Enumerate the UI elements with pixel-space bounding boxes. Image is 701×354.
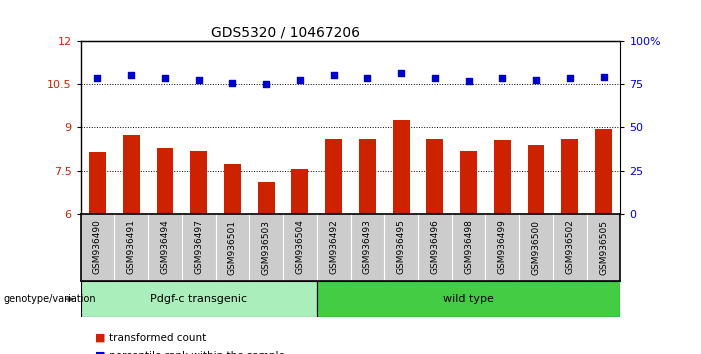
Bar xyxy=(528,145,545,214)
Point xyxy=(159,75,170,81)
Bar xyxy=(325,139,342,214)
Point xyxy=(429,75,440,81)
Text: GSM936492: GSM936492 xyxy=(329,219,338,274)
Text: GSM936493: GSM936493 xyxy=(363,219,372,274)
Point xyxy=(261,81,272,87)
Text: GSM936500: GSM936500 xyxy=(531,219,540,275)
Text: GSM936490: GSM936490 xyxy=(93,219,102,274)
Point xyxy=(227,80,238,85)
Bar xyxy=(156,148,173,214)
Text: GSM936496: GSM936496 xyxy=(430,219,440,274)
Text: percentile rank within the sample: percentile rank within the sample xyxy=(109,351,285,354)
Text: GSM936497: GSM936497 xyxy=(194,219,203,274)
Bar xyxy=(292,169,308,214)
Bar xyxy=(595,129,612,214)
Point xyxy=(598,74,609,80)
Point xyxy=(193,77,204,82)
Text: GSM936491: GSM936491 xyxy=(127,219,136,274)
Point xyxy=(395,70,407,75)
Text: ■: ■ xyxy=(95,351,105,354)
Bar xyxy=(426,139,443,214)
Text: GSM936499: GSM936499 xyxy=(498,219,507,274)
Text: GSM936494: GSM936494 xyxy=(161,219,170,274)
Text: GSM936495: GSM936495 xyxy=(397,219,406,274)
Bar xyxy=(494,141,511,214)
Text: GSM936498: GSM936498 xyxy=(464,219,473,274)
Text: transformed count: transformed count xyxy=(109,333,206,343)
Title: GDS5320 / 10467206: GDS5320 / 10467206 xyxy=(211,25,360,40)
Bar xyxy=(359,139,376,214)
Bar xyxy=(224,164,241,214)
Text: genotype/variation: genotype/variation xyxy=(4,294,96,304)
Bar xyxy=(81,281,317,317)
Bar xyxy=(89,152,106,214)
Point xyxy=(362,75,373,81)
Text: Pdgf-c transgenic: Pdgf-c transgenic xyxy=(150,294,247,304)
Point xyxy=(463,78,474,84)
Bar xyxy=(123,135,139,214)
Point xyxy=(294,78,306,83)
Point xyxy=(564,75,576,81)
Text: GSM936505: GSM936505 xyxy=(599,219,608,275)
Text: ■: ■ xyxy=(95,333,105,343)
Bar xyxy=(562,139,578,214)
Point xyxy=(497,75,508,81)
Text: GSM936504: GSM936504 xyxy=(295,219,304,274)
Bar xyxy=(258,182,275,214)
Point xyxy=(92,75,103,81)
Bar xyxy=(317,281,620,317)
Bar xyxy=(190,150,207,214)
Text: GSM936501: GSM936501 xyxy=(228,219,237,275)
Point xyxy=(125,73,137,78)
Bar xyxy=(460,150,477,214)
Text: GSM936503: GSM936503 xyxy=(261,219,271,275)
Point xyxy=(328,73,339,78)
Point xyxy=(531,77,542,82)
Text: GSM936502: GSM936502 xyxy=(565,219,574,274)
Text: wild type: wild type xyxy=(443,294,494,304)
Bar xyxy=(393,120,409,214)
